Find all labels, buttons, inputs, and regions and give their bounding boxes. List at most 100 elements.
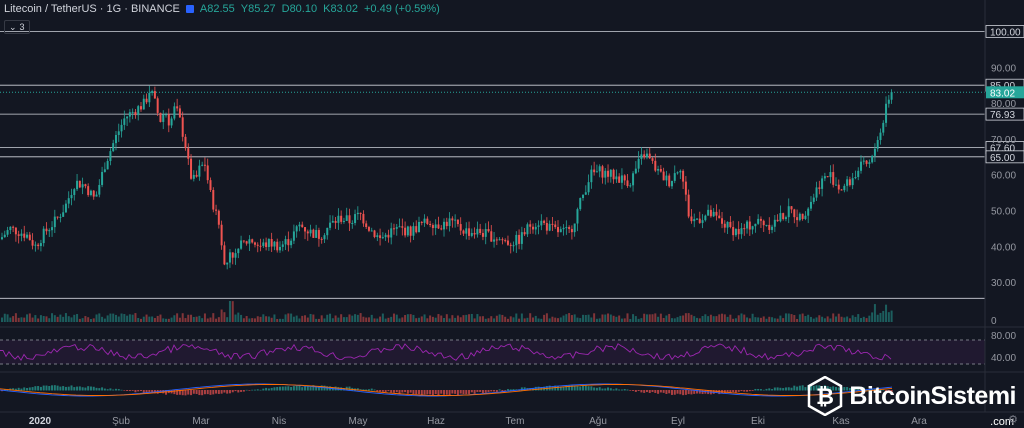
volume-bar: [17, 317, 20, 322]
macd-histogram-bar: [746, 390, 749, 392]
macd-histogram-bar: [670, 390, 673, 395]
volume-bar: [801, 313, 804, 322]
macd-histogram-bar: [145, 390, 148, 393]
candle-body: [476, 228, 479, 235]
macd-histogram-bar: [551, 387, 554, 391]
level-price-label: 76.93: [990, 110, 1015, 121]
candle-body: [846, 179, 849, 186]
symbol-title[interactable]: Litecoin / TetherUS · 1G · BINANCE: [4, 3, 180, 15]
volume-bar: [807, 314, 810, 322]
candle-body: [401, 226, 404, 228]
level-price-label: 100.00: [990, 27, 1021, 38]
macd-histogram-bar: [181, 390, 184, 396]
macd-histogram-bar: [176, 390, 179, 395]
volume-bar: [170, 317, 173, 322]
candle-body: [609, 169, 612, 177]
candle-body: [548, 223, 551, 231]
macd-histogram-bar: [379, 390, 382, 392]
macd-histogram-bar: [468, 390, 471, 394]
volume-bar: [784, 313, 787, 322]
candle-body: [876, 140, 879, 149]
macd-histogram-bar: [762, 389, 765, 391]
candle-body: [645, 153, 648, 158]
candle-body: [20, 233, 23, 236]
candle-body: [45, 228, 48, 232]
color-swatch-icon[interactable]: [185, 5, 194, 13]
macd-histogram-bar: [623, 388, 626, 391]
candle-body: [28, 234, 31, 241]
macd-histogram-bar: [253, 389, 256, 391]
macd-histogram-bar: [220, 390, 223, 394]
volume-bar: [28, 313, 31, 322]
volume-bar: [684, 313, 687, 322]
macd-histogram-bar: [829, 386, 832, 391]
macd-histogram-bar: [821, 386, 824, 391]
volume-bar: [459, 317, 462, 322]
candle-body: [479, 228, 482, 233]
candle-body: [323, 235, 326, 240]
candle-body: [412, 226, 415, 236]
indicator-count: 3: [19, 22, 25, 32]
candle-body: [493, 239, 496, 242]
volume-bar: [78, 318, 81, 322]
volume-bar: [242, 318, 245, 322]
volume-bar: [304, 315, 307, 322]
macd-histogram-bar: [287, 386, 290, 391]
candle-body: [470, 232, 473, 236]
volume-bar: [209, 317, 212, 322]
volume-bar: [342, 317, 345, 322]
macd-histogram-bar: [748, 390, 751, 392]
macd-histogram-bar: [134, 390, 137, 393]
candle-body: [615, 176, 618, 180]
volume-bar: [92, 318, 95, 322]
candle-body: [170, 118, 173, 126]
candle-body: [776, 219, 779, 222]
volume-bar: [14, 313, 17, 322]
volume-bar: [723, 314, 726, 322]
candle-body: [704, 215, 707, 221]
volume-bar: [465, 314, 468, 322]
macd-histogram-bar: [295, 385, 298, 391]
macd-histogram-bar: [765, 388, 768, 391]
volume-bar: [573, 314, 576, 322]
volume-bar: [762, 316, 765, 322]
volume-bar: [392, 313, 395, 322]
candle-body: [312, 229, 315, 238]
candle-body: [248, 239, 251, 244]
gear-icon[interactable]: ⚙: [1008, 414, 1018, 426]
volume-bar: [673, 318, 676, 322]
volume-bar: [437, 314, 440, 322]
candle-body: [131, 111, 134, 113]
candle-body: [468, 228, 471, 236]
macd-histogram-bar: [582, 385, 585, 391]
macd-histogram-bar: [284, 386, 287, 391]
volume-bar: [626, 313, 629, 322]
macd-histogram-bar: [62, 386, 65, 391]
candle-body: [165, 114, 168, 116]
volume-bar: [20, 317, 23, 322]
macd-histogram-bar: [78, 386, 81, 391]
volume-bar: [112, 313, 115, 322]
volume-bar: [737, 315, 740, 322]
macd-histogram-bar: [165, 390, 168, 395]
candle-body: [59, 216, 62, 218]
volume-bar: [676, 317, 679, 322]
candle-body: [662, 171, 665, 181]
volume-bar: [331, 318, 334, 322]
candle-body: [579, 198, 582, 210]
volume-bar: [145, 314, 148, 322]
macd-histogram-bar: [103, 388, 106, 391]
macd-histogram-bar: [340, 387, 343, 391]
volume-bar: [512, 317, 515, 322]
candle-body: [354, 214, 357, 224]
indicators-toggle[interactable]: ⌄ 3: [4, 20, 30, 34]
candle-body: [570, 228, 573, 233]
volume-bar: [334, 315, 337, 322]
volume-bar: [659, 313, 662, 322]
macd-histogram-bar: [506, 389, 509, 391]
macd-histogram-bar: [451, 390, 454, 394]
candle-body: [287, 239, 290, 246]
volume-bar: [679, 315, 682, 322]
candle-body: [746, 221, 749, 229]
